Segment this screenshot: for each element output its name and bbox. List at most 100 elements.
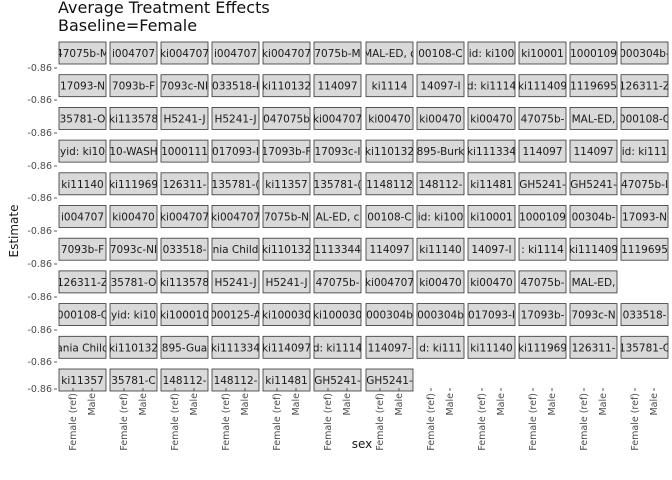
facet-strip: ki100030 bbox=[313, 303, 362, 327]
facet-strip-label: ki00470 bbox=[470, 113, 512, 125]
x-tick-label: Male bbox=[445, 393, 456, 416]
facet-strip-label: 00108-C bbox=[367, 212, 412, 224]
facet-strip-box bbox=[313, 139, 362, 163]
facet-strip: ki00470 bbox=[416, 270, 465, 294]
facet-strip: 126311- bbox=[160, 172, 209, 196]
facet-strip-label: 000108-C bbox=[619, 113, 670, 125]
facet-strip-box bbox=[211, 335, 260, 359]
facet-strip-label: 14097-I bbox=[471, 244, 511, 256]
facet-strip-box bbox=[313, 41, 362, 65]
facet-strip-box bbox=[518, 205, 567, 228]
facet-strip: 1000109 bbox=[518, 205, 567, 228]
facet-strip-label: 000304b bbox=[366, 310, 413, 322]
facet-strip-label: d: ki111 bbox=[419, 342, 462, 354]
facet-strip-box bbox=[569, 303, 618, 327]
facet-strip-label: yid: ki10 bbox=[60, 146, 105, 158]
facet-strip-label: ki004707 bbox=[262, 48, 311, 60]
facet-strip-label: ki004707 bbox=[365, 277, 414, 289]
facet-strip-label: 126311-Z bbox=[619, 81, 670, 93]
facet-strip: ki11357 bbox=[262, 172, 311, 196]
facet-strip-box bbox=[620, 41, 669, 65]
facet-strip: 114097- bbox=[365, 335, 414, 359]
facet-strip-label: id: ki100 bbox=[469, 48, 515, 60]
facet-strip-box bbox=[262, 41, 311, 65]
facet-strip: i004707 bbox=[58, 205, 107, 228]
facet-strip-label: 000125-A bbox=[210, 310, 262, 322]
x-tick-label: Female (ref) bbox=[68, 393, 79, 451]
facet-strip-label: ki10001 bbox=[521, 48, 563, 60]
facet-strip: 17093c-I bbox=[313, 139, 362, 163]
y-tick-label: -0.86 bbox=[27, 325, 52, 336]
facet-strip: 033518- bbox=[620, 303, 669, 327]
facet-strip-label: 7093c-NI bbox=[110, 244, 157, 256]
facet-strip-box bbox=[262, 205, 311, 228]
facet-strip: id: ki100 bbox=[467, 41, 516, 65]
facet-strip-label: 17093b- bbox=[521, 310, 565, 322]
facet-strip: ki111334 bbox=[467, 139, 516, 163]
facet-strip-label: H5241-J bbox=[265, 277, 307, 289]
facet-strip: ki004707 bbox=[262, 41, 311, 65]
facet-strip: ki110132 bbox=[365, 139, 414, 163]
x-tick-label: Male bbox=[189, 393, 200, 416]
facet-strip: 1119695 bbox=[569, 74, 618, 98]
facet-strip-label: 114097- bbox=[368, 342, 412, 354]
facet-strip: 114097 bbox=[518, 139, 567, 163]
facet-strip-label: ki100030 bbox=[262, 310, 311, 322]
facet-strip-label: 14097-I bbox=[420, 81, 460, 93]
facet-strip-box bbox=[365, 303, 414, 327]
facet-strip-box bbox=[109, 139, 158, 163]
facet-strip-box bbox=[262, 74, 311, 98]
facet-strip: 7093c-N bbox=[569, 303, 618, 327]
facet-strip-label: ki111334 bbox=[211, 342, 260, 354]
facet-strip-label: ki00470 bbox=[112, 212, 154, 224]
facet-strip-label: H5241-J bbox=[214, 277, 256, 289]
facet-strip: ki11481 bbox=[467, 172, 516, 196]
facet-strip: GH5241- bbox=[518, 172, 567, 196]
facet-strip-box bbox=[467, 270, 516, 294]
x-tick-label: Male bbox=[496, 393, 507, 416]
facet-strip-label: 047075b bbox=[263, 113, 310, 125]
facet-strip-box bbox=[160, 237, 209, 261]
facet-strip: ki100030 bbox=[262, 303, 311, 327]
facet-strip-label: 47075b- bbox=[521, 277, 565, 289]
facet-strip-box bbox=[313, 303, 362, 327]
facet-strip-label: 000304b- bbox=[619, 48, 670, 60]
facet-strip: d: ki111 bbox=[416, 335, 465, 359]
facet-strip: 000304b- bbox=[619, 41, 670, 65]
facet-strip-box bbox=[160, 303, 209, 327]
facet-strip-box bbox=[620, 237, 669, 261]
facet-strip-box bbox=[518, 74, 567, 98]
facet-strip: 17093-N bbox=[620, 205, 669, 228]
facet-strip-label: 135781-( bbox=[314, 179, 362, 191]
facet-strip-box bbox=[160, 270, 209, 294]
facet-strip-label: 35781-O bbox=[111, 277, 157, 289]
facet-strip-box bbox=[211, 74, 260, 98]
facet-strip: MAL-ED, c bbox=[365, 41, 414, 65]
facet-strip-box bbox=[58, 368, 107, 392]
facet-strip: 47075b-l bbox=[620, 172, 669, 196]
facet-strip: ki10001 bbox=[467, 205, 516, 228]
facet-strip: 895-Gua bbox=[160, 335, 209, 359]
facet-strip-box bbox=[160, 139, 209, 163]
facet-strip-label: ki004707 bbox=[160, 212, 209, 224]
facet-strip: ki11140 bbox=[416, 237, 465, 261]
facet-strip-label: 1119695 bbox=[570, 81, 617, 93]
facet-strip-box bbox=[569, 172, 618, 196]
facet-strip: 35781-O bbox=[58, 107, 107, 130]
facet-strip: 7093b-F bbox=[58, 237, 107, 261]
facet-strip-box bbox=[160, 368, 209, 392]
facet-strip-box bbox=[58, 303, 107, 327]
x-tick-label: Female (ref) bbox=[426, 393, 437, 451]
facet-strip: 000304b bbox=[416, 303, 465, 327]
facet-strip: H5241-J bbox=[160, 107, 209, 130]
facet-strip: 000304b bbox=[365, 303, 414, 327]
facet-strip-box bbox=[262, 107, 311, 130]
facet-strip-box bbox=[365, 74, 414, 98]
facet-strip: 1113344 bbox=[313, 237, 362, 261]
x-axis-title: sex bbox=[352, 437, 373, 451]
facet-strip-label: 000108-C bbox=[57, 310, 108, 322]
facet-strip-box bbox=[211, 368, 260, 392]
facet-strip-box bbox=[416, 139, 465, 163]
facet-strip-label: 35781-O bbox=[60, 113, 106, 125]
facet-strip-box bbox=[518, 172, 567, 196]
